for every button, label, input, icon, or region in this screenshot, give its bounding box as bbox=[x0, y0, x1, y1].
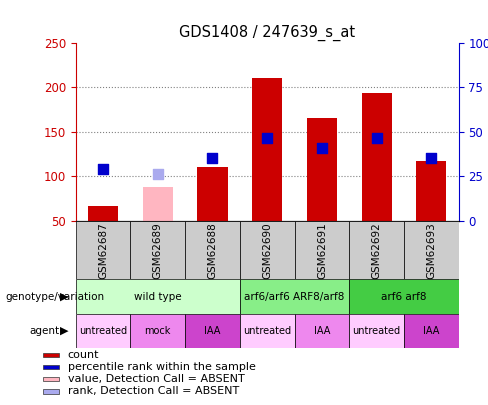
Point bbox=[427, 155, 435, 162]
Text: wild type: wild type bbox=[134, 292, 182, 302]
Bar bbox=[76, 221, 130, 279]
Text: genotype/variation: genotype/variation bbox=[5, 292, 104, 302]
Text: rank, Detection Call = ABSENT: rank, Detection Call = ABSENT bbox=[67, 386, 239, 396]
Bar bbox=[295, 221, 349, 279]
Text: arf6/arf6 ARF8/arf8: arf6/arf6 ARF8/arf8 bbox=[244, 292, 345, 302]
Text: GSM62691: GSM62691 bbox=[317, 222, 327, 279]
Text: percentile rank within the sample: percentile rank within the sample bbox=[67, 362, 255, 372]
Text: ▶: ▶ bbox=[60, 292, 68, 302]
Bar bbox=[404, 314, 459, 348]
Text: count: count bbox=[67, 350, 99, 360]
Bar bbox=[349, 279, 459, 314]
Text: untreated: untreated bbox=[79, 326, 127, 336]
Bar bbox=[43, 377, 59, 381]
Text: GSM62687: GSM62687 bbox=[98, 222, 108, 279]
Bar bbox=[185, 221, 240, 279]
Point bbox=[208, 155, 216, 162]
Bar bbox=[240, 221, 295, 279]
Text: IAA: IAA bbox=[314, 326, 330, 336]
Point bbox=[318, 145, 326, 151]
Bar bbox=[43, 352, 59, 357]
Bar bbox=[404, 221, 459, 279]
Bar bbox=[349, 314, 404, 348]
Text: ▶: ▶ bbox=[60, 326, 68, 336]
Text: GSM62693: GSM62693 bbox=[427, 222, 436, 279]
Text: GSM62690: GSM62690 bbox=[262, 222, 272, 279]
Point bbox=[154, 170, 162, 177]
Text: mock: mock bbox=[144, 326, 171, 336]
Text: GSM62689: GSM62689 bbox=[153, 222, 163, 279]
Bar bbox=[198, 167, 227, 221]
Bar bbox=[362, 93, 392, 221]
Bar bbox=[88, 206, 118, 221]
Bar bbox=[416, 161, 447, 221]
Bar bbox=[349, 221, 404, 279]
Bar bbox=[295, 314, 349, 348]
Point bbox=[373, 134, 381, 141]
Bar bbox=[142, 187, 173, 221]
Text: GSM62688: GSM62688 bbox=[207, 222, 218, 279]
Text: arf6 arf8: arf6 arf8 bbox=[381, 292, 427, 302]
Text: untreated: untreated bbox=[352, 326, 401, 336]
Text: untreated: untreated bbox=[243, 326, 291, 336]
Bar bbox=[76, 279, 240, 314]
Title: GDS1408 / 247639_s_at: GDS1408 / 247639_s_at bbox=[179, 25, 355, 41]
Text: GSM62692: GSM62692 bbox=[372, 222, 382, 279]
Text: IAA: IAA bbox=[204, 326, 221, 336]
Bar bbox=[43, 364, 59, 369]
Text: agent: agent bbox=[29, 326, 60, 336]
Bar bbox=[185, 314, 240, 348]
Text: value, Detection Call = ABSENT: value, Detection Call = ABSENT bbox=[67, 374, 244, 384]
Text: IAA: IAA bbox=[423, 326, 440, 336]
Bar bbox=[43, 389, 59, 394]
Bar bbox=[130, 221, 185, 279]
Bar bbox=[307, 118, 337, 221]
Point bbox=[264, 134, 271, 141]
Bar bbox=[252, 78, 282, 221]
Bar bbox=[240, 314, 295, 348]
Bar bbox=[76, 314, 130, 348]
Bar bbox=[130, 314, 185, 348]
Bar bbox=[240, 279, 349, 314]
Point bbox=[99, 166, 107, 172]
